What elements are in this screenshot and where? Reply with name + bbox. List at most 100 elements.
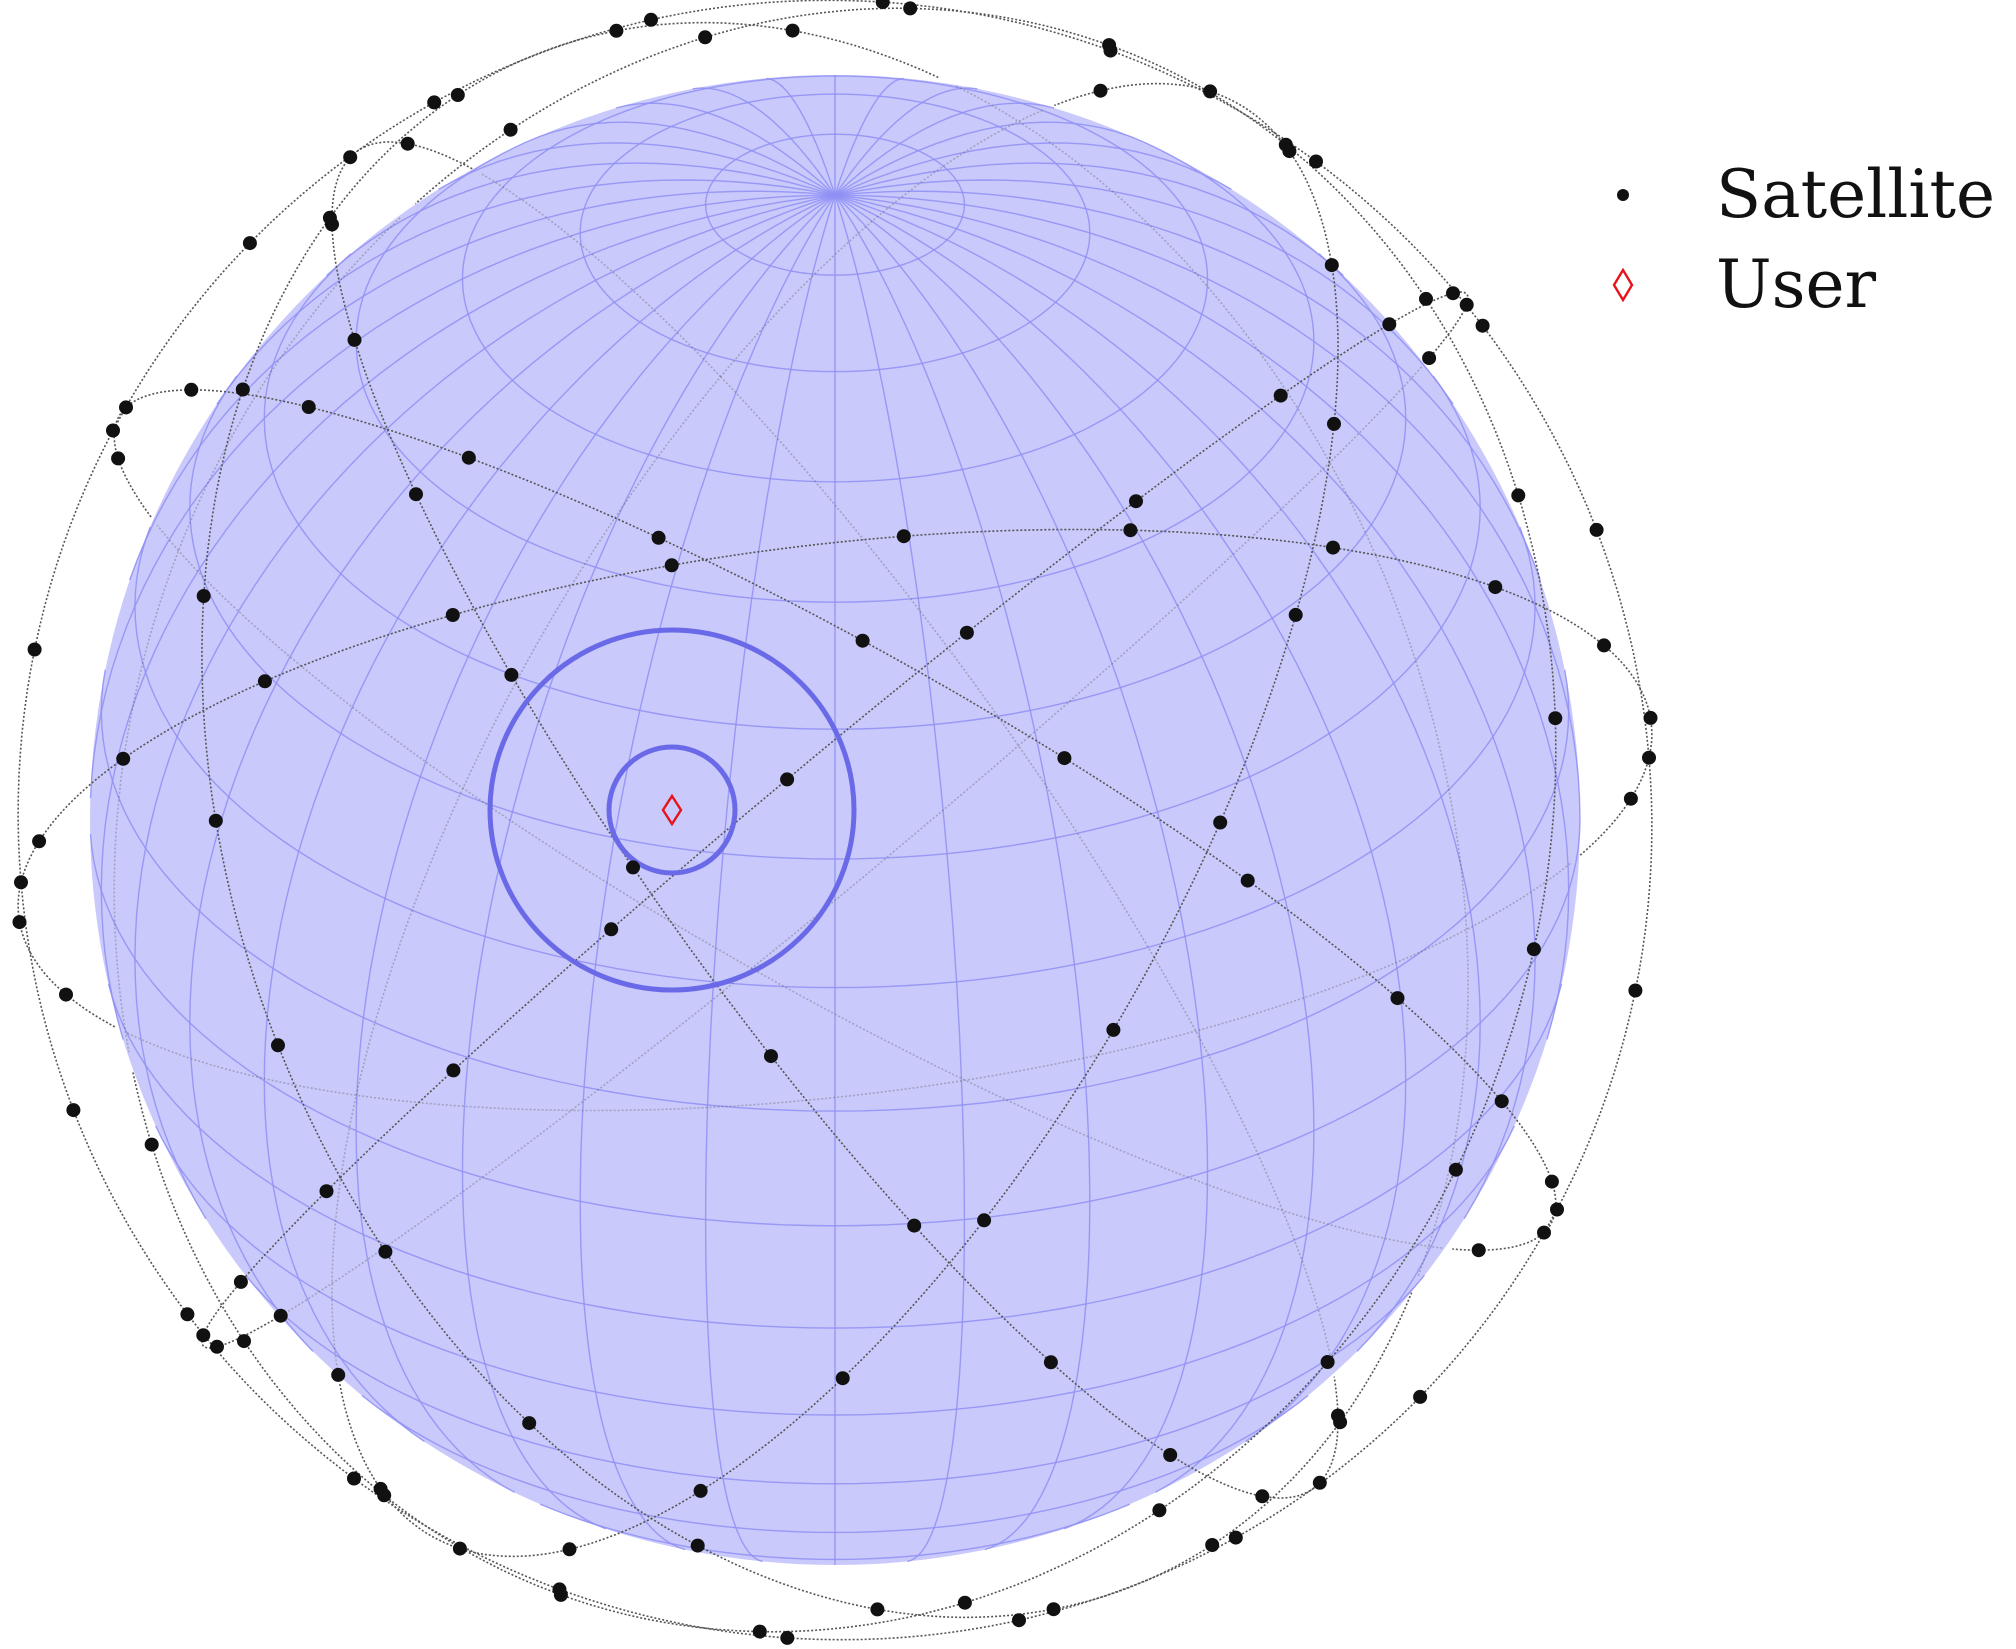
satellite-point bbox=[959, 625, 974, 640]
orbit-path bbox=[113, 388, 1557, 1252]
orbit-path-hidden bbox=[156, 524, 1443, 1249]
earth-meridian bbox=[579, 194, 836, 1551]
earth-parallel bbox=[89, 819, 1581, 1227]
satellite-point bbox=[785, 23, 800, 38]
earth-meridian bbox=[326, 162, 836, 277]
satellite-point bbox=[855, 633, 870, 648]
orbit-path-hidden bbox=[124, 862, 1571, 1112]
satellite-point bbox=[1446, 286, 1460, 301]
coverage-ring-inner bbox=[606, 744, 738, 876]
satellite-point bbox=[690, 1538, 705, 1553]
earth-meridian bbox=[834, 194, 966, 1563]
earth-meridian bbox=[189, 194, 836, 1352]
satellite-point bbox=[347, 1471, 361, 1486]
satellite-point bbox=[1324, 258, 1339, 273]
earth-meridian bbox=[766, 77, 836, 196]
satellite-point bbox=[1043, 1355, 1058, 1370]
satellite-point bbox=[347, 332, 362, 347]
satellite-point bbox=[1422, 351, 1437, 366]
satellite-point bbox=[977, 1213, 992, 1228]
satellite-point bbox=[1459, 297, 1474, 312]
satellite-point bbox=[1057, 751, 1072, 766]
satellite-point bbox=[764, 1049, 778, 1064]
earth-meridian bbox=[834, 121, 1144, 196]
satellite-point bbox=[907, 1218, 922, 1233]
satellite-point bbox=[1012, 1613, 1026, 1628]
satellite-point bbox=[1203, 84, 1218, 99]
earth-sphere bbox=[89, 75, 1581, 1565]
satellite-point bbox=[461, 450, 476, 465]
satellite-point bbox=[1106, 1022, 1121, 1037]
satellite-point bbox=[1320, 1355, 1335, 1369]
satellite-point bbox=[27, 642, 42, 657]
satellite-point bbox=[66, 1103, 81, 1118]
satellite-point bbox=[1471, 1243, 1486, 1258]
satellite-point bbox=[271, 1038, 285, 1053]
satellite-point bbox=[693, 1483, 708, 1498]
satellite-point bbox=[111, 451, 126, 466]
earth-meridian bbox=[834, 77, 904, 196]
satellite-point bbox=[644, 12, 658, 27]
satellite-point bbox=[1448, 1162, 1463, 1177]
satellite-point bbox=[752, 1624, 767, 1639]
earth-meridian bbox=[834, 142, 1232, 196]
legend-label-user: User bbox=[1716, 246, 1877, 323]
earth-meridian bbox=[704, 194, 836, 1563]
satellite-point bbox=[445, 608, 460, 622]
satellite-point bbox=[1273, 388, 1288, 403]
satellite-point bbox=[609, 23, 624, 38]
satellite-point bbox=[1163, 1448, 1178, 1462]
satellite-point bbox=[1046, 1602, 1061, 1617]
satellite-point bbox=[562, 1542, 577, 1557]
satellite-point bbox=[242, 236, 257, 251]
satellite-point bbox=[1643, 710, 1658, 725]
satellite-point bbox=[1327, 416, 1341, 431]
satellite-point bbox=[400, 136, 415, 151]
satellite-point bbox=[1240, 873, 1255, 888]
satellite-point bbox=[377, 1488, 392, 1503]
satellite-point bbox=[1390, 991, 1405, 1006]
satellite-point bbox=[1326, 540, 1340, 555]
satellite-point bbox=[1475, 318, 1490, 333]
satellite-point bbox=[180, 1307, 195, 1322]
earth-meridian bbox=[834, 194, 1315, 1493]
satellite-point bbox=[319, 1184, 334, 1199]
satellite-point bbox=[504, 667, 519, 682]
satellite-point bbox=[233, 1274, 248, 1289]
orbit-path-hidden bbox=[280, 366, 1423, 1317]
orbit-path bbox=[17, 528, 1653, 1028]
earth-meridian bbox=[834, 194, 1407, 1443]
satellite-point bbox=[1205, 1538, 1220, 1552]
satellite-point bbox=[235, 382, 250, 397]
satellite-point bbox=[1511, 488, 1526, 503]
satellite-point bbox=[1628, 983, 1643, 998]
earth-meridian bbox=[355, 194, 836, 1493]
earth-meridian bbox=[129, 190, 836, 581]
satellite-point bbox=[698, 30, 713, 45]
satellite-point bbox=[1550, 1202, 1564, 1217]
satellite-point bbox=[325, 217, 339, 232]
legend: Satellite User bbox=[1610, 150, 2010, 330]
orbit-path-hidden bbox=[331, 109, 1043, 1372]
satellite-point bbox=[450, 88, 465, 102]
satellite-point bbox=[1382, 317, 1397, 332]
earth-meridian bbox=[615, 102, 836, 196]
satellite-point bbox=[1102, 38, 1117, 53]
satellite-point bbox=[14, 875, 28, 890]
satellite-point bbox=[903, 1, 918, 16]
coverage-ring-outer bbox=[487, 627, 857, 993]
satellite-point bbox=[1623, 791, 1638, 806]
legend-item-satellite: Satellite bbox=[1610, 150, 2010, 240]
orbit-path-hidden bbox=[113, 217, 401, 1053]
satellite-point bbox=[1152, 1503, 1167, 1518]
satellite-point bbox=[1129, 494, 1143, 509]
satellite-point bbox=[780, 1630, 795, 1645]
user-marker bbox=[661, 793, 683, 827]
satellite-point bbox=[1278, 137, 1293, 152]
satellite-point bbox=[835, 1371, 850, 1386]
earth-parallel bbox=[355, 140, 1315, 603]
satellite-point bbox=[522, 1416, 537, 1431]
earth-meridian bbox=[263, 194, 836, 1443]
satellite-point bbox=[1537, 1225, 1551, 1240]
earth-meridian bbox=[834, 102, 1055, 196]
